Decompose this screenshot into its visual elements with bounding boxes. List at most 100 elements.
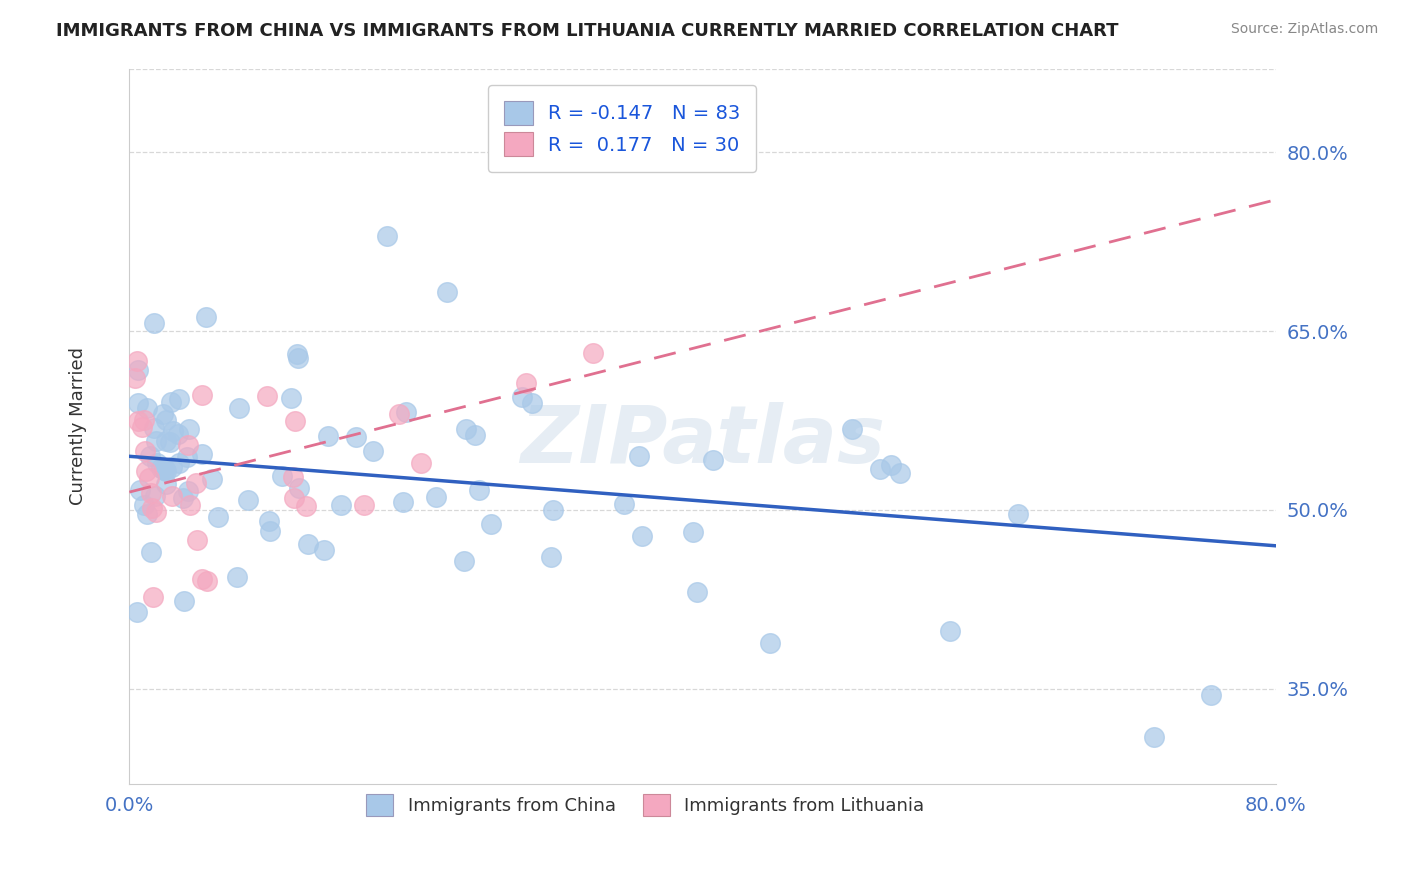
Point: [124, 371, 146, 385]
Point: [456, 422, 478, 436]
Point: [453, 554, 475, 568]
Point: [236, 493, 259, 508]
Point: [143, 421, 166, 435]
Point: [153, 463, 176, 477]
Point: [179, 498, 201, 512]
Point: [295, 499, 318, 513]
Point: [284, 413, 307, 427]
Point: [191, 573, 214, 587]
Point: [540, 550, 562, 565]
Point: [259, 514, 281, 528]
Point: [520, 396, 543, 410]
Point: [353, 498, 375, 512]
Point: [155, 476, 177, 491]
Point: [149, 461, 172, 475]
Point: [184, 476, 207, 491]
Point: [288, 481, 311, 495]
Point: [141, 486, 163, 500]
Point: [136, 401, 159, 416]
Point: [259, 524, 281, 539]
Point: [207, 509, 229, 524]
Point: [515, 376, 537, 391]
Point: [127, 362, 149, 376]
Point: [172, 491, 194, 505]
Point: [280, 391, 302, 405]
Point: [869, 461, 891, 475]
Point: [541, 502, 564, 516]
Point: [228, 401, 250, 416]
Point: [582, 346, 605, 360]
Point: [256, 388, 278, 402]
Legend: Immigrants from China, Immigrants from Lithuania: Immigrants from China, Immigrants from L…: [357, 786, 934, 825]
Point: [344, 430, 367, 444]
Point: [375, 228, 398, 243]
Point: [142, 316, 165, 330]
Point: [152, 407, 174, 421]
Point: [436, 285, 458, 300]
Point: [388, 407, 411, 421]
Point: [176, 438, 198, 452]
Point: [287, 351, 309, 365]
Point: [613, 497, 636, 511]
Point: [128, 483, 150, 497]
Point: [285, 346, 308, 360]
Point: [464, 428, 486, 442]
Point: [167, 456, 190, 470]
Point: [145, 456, 167, 470]
Point: [191, 388, 214, 402]
Point: [270, 469, 292, 483]
Point: [316, 428, 339, 442]
Point: [138, 471, 160, 485]
Point: [395, 404, 418, 418]
Point: [411, 456, 433, 470]
Point: [135, 464, 157, 478]
Point: [479, 517, 502, 532]
Point: [143, 489, 166, 503]
Point: [134, 443, 156, 458]
Point: [155, 413, 177, 427]
Point: [167, 392, 190, 407]
Point: [1199, 688, 1222, 702]
Point: [1007, 507, 1029, 521]
Point: [392, 495, 415, 509]
Point: [702, 453, 724, 467]
Point: [879, 458, 901, 472]
Point: [283, 491, 305, 506]
Point: [139, 450, 162, 464]
Point: [889, 467, 911, 481]
Point: [939, 624, 962, 638]
Point: [145, 434, 167, 449]
Point: [176, 450, 198, 465]
Point: [162, 424, 184, 438]
Point: [141, 500, 163, 515]
Point: [135, 507, 157, 521]
Point: [142, 590, 165, 604]
Point: [132, 499, 155, 513]
Point: [131, 420, 153, 434]
Point: [139, 545, 162, 559]
Point: [177, 422, 200, 436]
Point: [166, 427, 188, 442]
Point: [160, 489, 183, 503]
Point: [155, 465, 177, 479]
Point: [173, 594, 195, 608]
Text: Currently Married: Currently Married: [69, 348, 87, 506]
Point: [682, 524, 704, 539]
Point: [186, 533, 208, 547]
Text: IMMIGRANTS FROM CHINA VS IMMIGRANTS FROM LITHUANIA CURRENTLY MARRIED CORRELATION: IMMIGRANTS FROM CHINA VS IMMIGRANTS FROM…: [56, 22, 1119, 40]
Point: [159, 434, 181, 449]
Point: [314, 542, 336, 557]
Point: [363, 443, 385, 458]
Point: [160, 460, 183, 475]
Point: [510, 391, 533, 405]
Point: [127, 414, 149, 428]
Point: [160, 394, 183, 409]
Point: [225, 569, 247, 583]
Point: [281, 470, 304, 484]
Point: [628, 449, 651, 463]
Point: [127, 396, 149, 410]
Point: [177, 484, 200, 499]
Point: [468, 483, 491, 498]
Point: [195, 310, 218, 325]
Point: [758, 636, 780, 650]
